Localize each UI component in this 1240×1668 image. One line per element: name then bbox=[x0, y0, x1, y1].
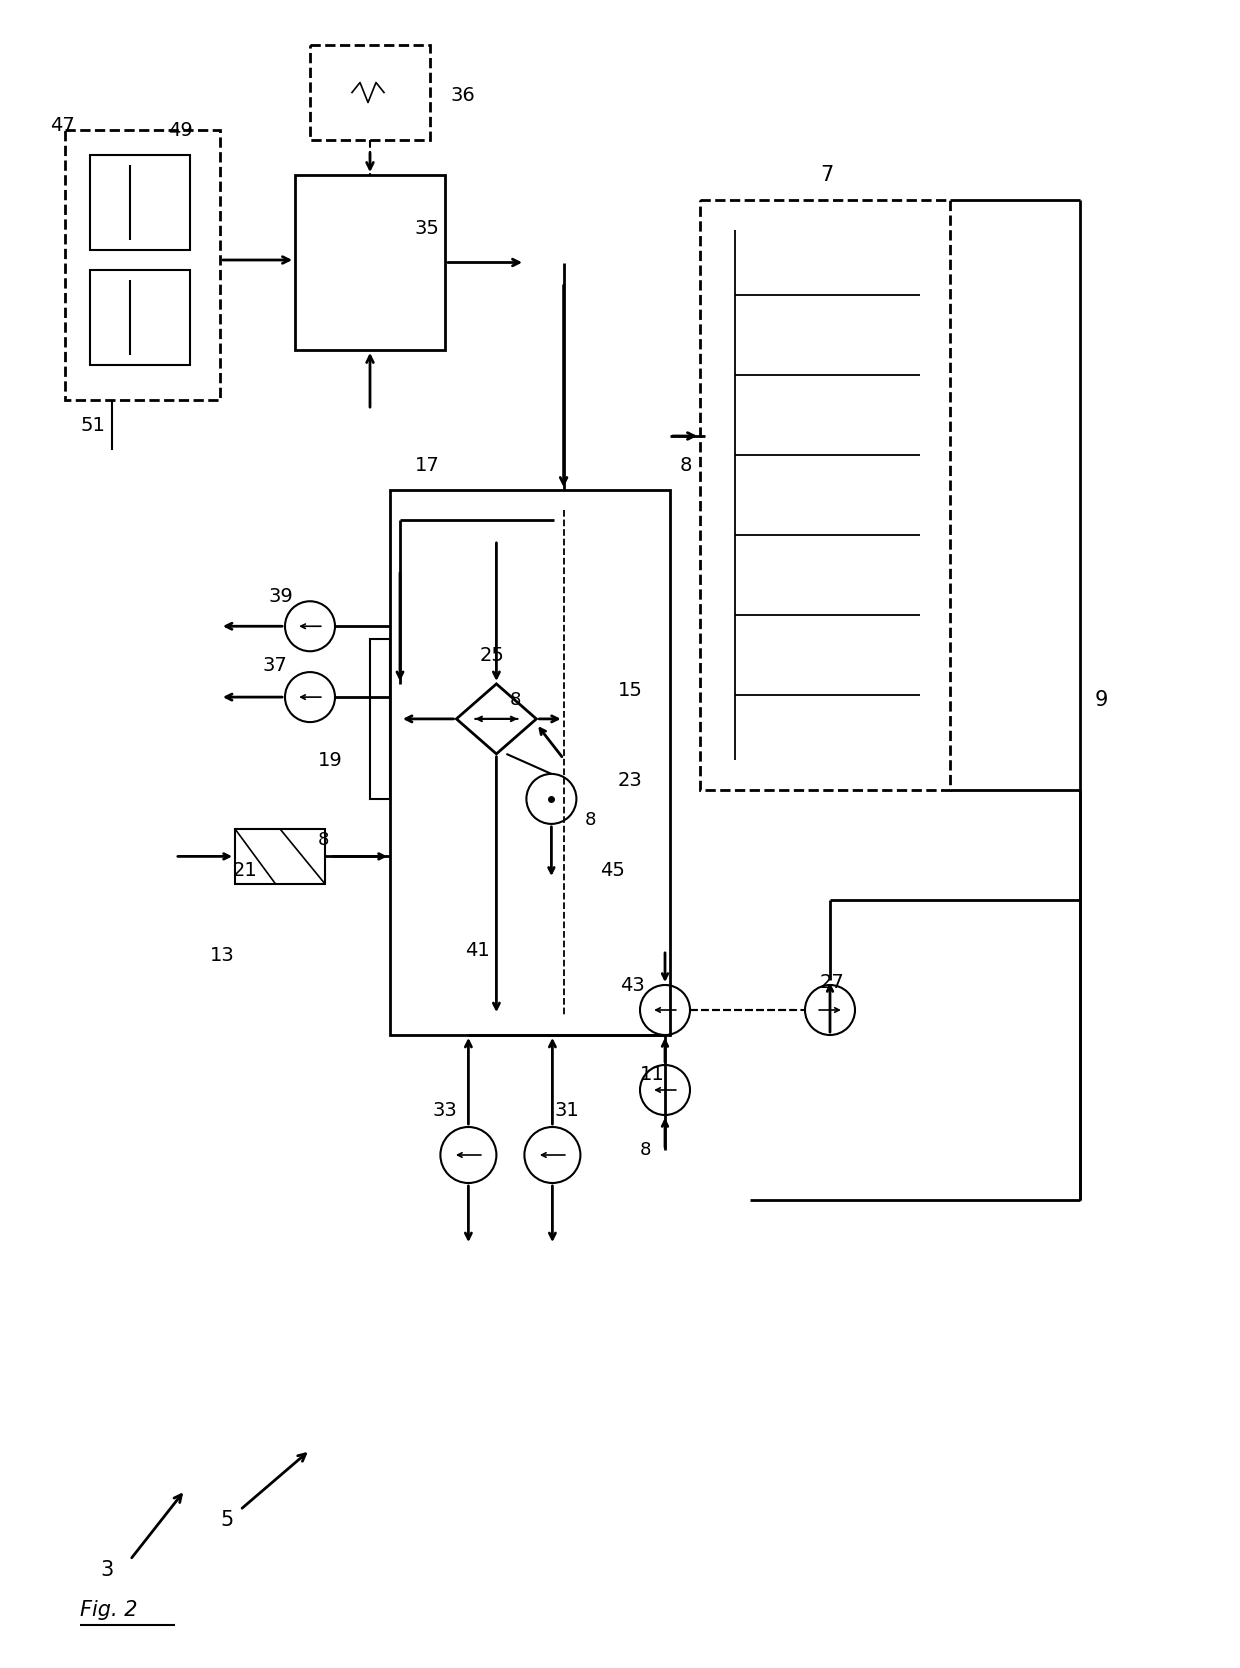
Text: 8: 8 bbox=[585, 811, 596, 829]
Text: 8: 8 bbox=[640, 1141, 651, 1159]
Text: 25: 25 bbox=[480, 646, 505, 664]
Text: 45: 45 bbox=[600, 861, 625, 879]
Text: 7: 7 bbox=[820, 165, 833, 185]
Text: 33: 33 bbox=[432, 1101, 456, 1119]
Text: 51: 51 bbox=[81, 415, 105, 434]
Text: 47: 47 bbox=[50, 115, 74, 135]
Text: 27: 27 bbox=[820, 972, 844, 991]
Bar bbox=[701, 200, 950, 791]
Text: 8: 8 bbox=[680, 455, 692, 474]
Text: 49: 49 bbox=[167, 120, 192, 140]
Text: Fig. 2: Fig. 2 bbox=[81, 1600, 138, 1620]
Text: 8: 8 bbox=[510, 691, 521, 709]
Text: 17: 17 bbox=[415, 455, 440, 474]
Bar bbox=[370, 639, 391, 799]
Bar bbox=[64, 130, 219, 400]
Text: 23: 23 bbox=[618, 771, 642, 789]
Text: 9: 9 bbox=[1095, 691, 1109, 711]
Bar bbox=[91, 155, 190, 250]
Bar bbox=[91, 270, 190, 365]
Text: 8: 8 bbox=[317, 831, 330, 849]
Text: 39: 39 bbox=[268, 587, 293, 607]
Text: 11: 11 bbox=[640, 1066, 665, 1084]
Text: 3: 3 bbox=[100, 1560, 113, 1580]
Bar bbox=[391, 490, 670, 1036]
Bar bbox=[236, 829, 325, 884]
Text: 13: 13 bbox=[210, 946, 234, 964]
Text: 21: 21 bbox=[233, 861, 258, 879]
Text: 37: 37 bbox=[263, 656, 288, 674]
Bar bbox=[295, 175, 445, 350]
Text: 35: 35 bbox=[415, 219, 440, 237]
Text: 43: 43 bbox=[620, 976, 645, 994]
Text: 5: 5 bbox=[219, 1510, 233, 1530]
Text: 19: 19 bbox=[317, 751, 342, 769]
Bar bbox=[310, 45, 430, 140]
Text: 31: 31 bbox=[556, 1101, 580, 1119]
Text: 15: 15 bbox=[618, 681, 642, 699]
Text: 41: 41 bbox=[465, 941, 490, 959]
Text: 36: 36 bbox=[450, 85, 475, 105]
